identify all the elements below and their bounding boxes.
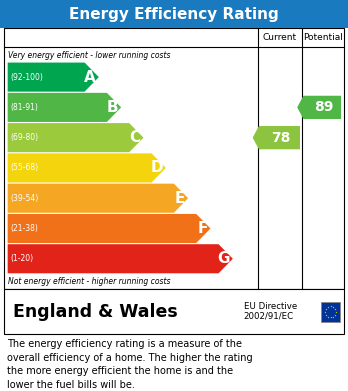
Text: 78: 78 — [271, 131, 291, 145]
Bar — [0, 0, 348, 28]
Text: (81-91): (81-91) — [10, 103, 38, 112]
Text: Potential: Potential — [303, 33, 343, 42]
Text: (39-54): (39-54) — [10, 194, 39, 203]
Bar — [321, 302, 340, 321]
Polygon shape — [8, 123, 143, 152]
Text: The energy efficiency rating is a measure of the
overall efficiency of a home. T: The energy efficiency rating is a measur… — [7, 339, 253, 390]
Bar — [4, 28, 344, 289]
Bar — [4, 289, 344, 334]
Text: (92-100): (92-100) — [10, 73, 43, 82]
Text: Very energy efficient - lower running costs: Very energy efficient - lower running co… — [8, 51, 170, 60]
Text: A: A — [84, 70, 96, 84]
Text: D: D — [150, 160, 163, 176]
Polygon shape — [8, 93, 121, 122]
Text: B: B — [107, 100, 118, 115]
Text: (69-80): (69-80) — [10, 133, 39, 142]
Polygon shape — [8, 184, 188, 213]
Polygon shape — [8, 244, 233, 273]
Text: Energy Efficiency Rating: Energy Efficiency Rating — [69, 7, 279, 22]
Text: England & Wales: England & Wales — [13, 303, 177, 321]
Text: (21-38): (21-38) — [10, 224, 38, 233]
Polygon shape — [297, 96, 341, 119]
Text: F: F — [197, 221, 208, 236]
Polygon shape — [253, 126, 300, 149]
Text: 2002/91/EC: 2002/91/EC — [244, 311, 294, 320]
Text: C: C — [129, 130, 141, 145]
Text: Not energy efficient - higher running costs: Not energy efficient - higher running co… — [8, 277, 170, 286]
Polygon shape — [8, 63, 99, 91]
Text: E: E — [175, 191, 185, 206]
Polygon shape — [8, 153, 166, 183]
Text: (55-68): (55-68) — [10, 163, 39, 172]
Text: Current: Current — [263, 33, 297, 42]
Text: EU Directive: EU Directive — [244, 302, 297, 311]
Text: G: G — [218, 251, 230, 266]
Text: (1-20): (1-20) — [10, 254, 33, 263]
Text: 89: 89 — [314, 100, 334, 115]
Polygon shape — [8, 214, 211, 243]
